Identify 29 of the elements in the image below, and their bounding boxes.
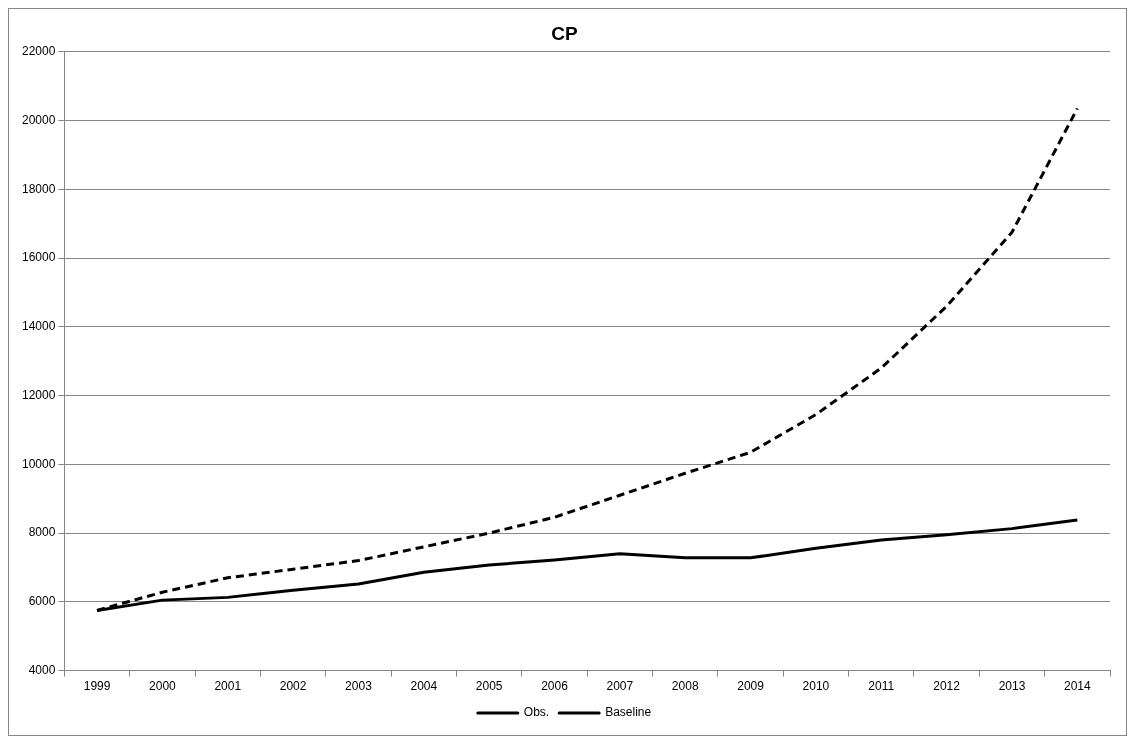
x-tick-label: 2005 [475, 679, 503, 694]
x-tick-label: 2010 [802, 679, 830, 694]
x-tick-label: 2014 [1063, 679, 1091, 694]
y-tick-label: 16000 [21, 250, 56, 265]
y-tick-label: 4000 [28, 662, 56, 677]
x-tick-label: 2008 [671, 679, 699, 694]
x-tick-label: 2000 [149, 679, 177, 694]
x-tick-label: 2001 [214, 679, 242, 694]
y-tick-label: 20000 [21, 112, 56, 127]
x-tick-label: 2013 [998, 679, 1026, 694]
x-tick-label: 2012 [933, 679, 961, 694]
x-tick-label: 1999 [83, 679, 111, 694]
y-tick-label: 18000 [21, 181, 56, 196]
y-tick-label: 12000 [21, 387, 56, 402]
x-tick-label: 2007 [606, 679, 634, 694]
x-tick-label: 2002 [279, 679, 307, 694]
chart-title: CP [551, 22, 579, 44]
x-tick-label: 2009 [737, 679, 765, 694]
y-tick-label: 14000 [21, 319, 56, 334]
legend-label: Baseline [605, 705, 652, 720]
y-tick-label: 22000 [21, 44, 56, 59]
legend-label: Obs. [523, 705, 550, 720]
y-tick-label: 6000 [28, 594, 56, 609]
y-tick-label: 8000 [28, 525, 56, 540]
x-tick-label: 2004 [410, 679, 438, 694]
y-tick-label: 10000 [21, 456, 56, 471]
x-tick-label: 2011 [868, 679, 895, 694]
x-tick-label: 2003 [345, 679, 373, 694]
x-tick-label: 2006 [541, 679, 569, 694]
